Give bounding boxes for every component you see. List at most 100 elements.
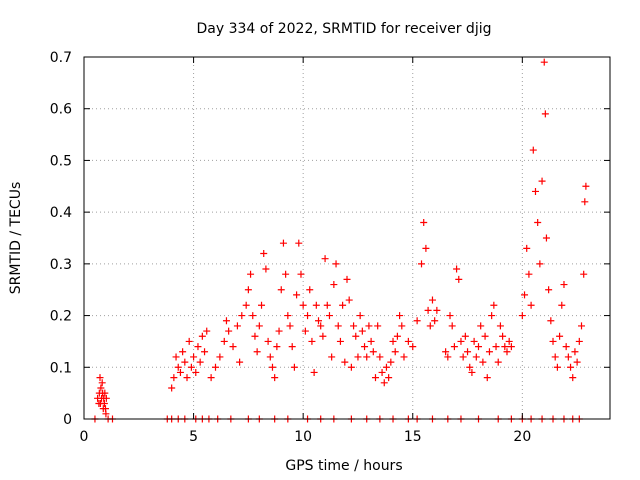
data-point bbox=[483, 374, 491, 382]
data-point bbox=[323, 301, 331, 309]
data-point bbox=[534, 218, 542, 226]
data-point bbox=[477, 322, 485, 330]
data-point bbox=[358, 327, 366, 335]
chart-title: Day 334 of 2022, SRMTID for receiver dji… bbox=[197, 21, 492, 37]
data-point bbox=[562, 343, 570, 351]
data-point bbox=[391, 348, 399, 356]
x-axis-label: GPS time / hours bbox=[285, 458, 402, 474]
data-point bbox=[580, 270, 588, 278]
data-point bbox=[179, 348, 187, 356]
data-point bbox=[582, 182, 590, 190]
data-point bbox=[382, 363, 390, 371]
data-point bbox=[332, 260, 340, 268]
data-point bbox=[102, 410, 110, 418]
data-point bbox=[220, 337, 228, 345]
data-point bbox=[472, 353, 480, 361]
data-point bbox=[284, 312, 292, 320]
data-point bbox=[468, 368, 476, 376]
data-point bbox=[371, 374, 379, 382]
data-point bbox=[319, 332, 327, 340]
data-point bbox=[321, 255, 329, 263]
data-point bbox=[499, 332, 507, 340]
data-point bbox=[409, 343, 417, 351]
data-point bbox=[181, 358, 189, 366]
data-point bbox=[431, 317, 439, 325]
data-point bbox=[297, 270, 305, 278]
data-point bbox=[264, 337, 272, 345]
data-point bbox=[183, 374, 191, 382]
data-point bbox=[174, 363, 182, 371]
data-point bbox=[308, 337, 316, 345]
data-point bbox=[542, 234, 550, 242]
data-point bbox=[347, 363, 355, 371]
data-point bbox=[233, 322, 241, 330]
data-point bbox=[203, 327, 211, 335]
data-point bbox=[293, 291, 301, 299]
y-tick-label: 0.4 bbox=[50, 205, 72, 221]
data-point bbox=[299, 301, 307, 309]
data-point bbox=[518, 312, 526, 320]
data-point bbox=[404, 337, 412, 345]
data-point bbox=[488, 312, 496, 320]
data-point bbox=[507, 343, 515, 351]
data-point bbox=[424, 306, 432, 314]
data-point bbox=[448, 322, 456, 330]
data-point bbox=[100, 399, 108, 407]
data-point bbox=[575, 337, 583, 345]
data-point bbox=[420, 218, 428, 226]
data-point bbox=[541, 110, 549, 118]
data-point bbox=[536, 260, 544, 268]
data-point bbox=[286, 322, 294, 330]
y-tick-label: 0.1 bbox=[50, 360, 72, 376]
data-point bbox=[479, 358, 487, 366]
data-point bbox=[453, 265, 461, 273]
data-point bbox=[185, 337, 193, 345]
data-point bbox=[238, 312, 246, 320]
data-point bbox=[247, 270, 255, 278]
grid bbox=[84, 57, 610, 419]
data-point bbox=[168, 384, 176, 392]
data-point bbox=[503, 348, 511, 356]
data-point bbox=[229, 343, 237, 351]
data-point bbox=[343, 275, 351, 283]
data-point bbox=[216, 353, 224, 361]
data-point bbox=[464, 348, 472, 356]
y-tick-label: 0.3 bbox=[50, 257, 72, 273]
data-point bbox=[96, 374, 104, 382]
y-axis-label: SRMTID / TECUs bbox=[8, 182, 24, 295]
data-point bbox=[422, 244, 430, 252]
y-tick-label: 0.2 bbox=[50, 309, 72, 325]
data-point bbox=[545, 286, 553, 294]
data-point bbox=[354, 353, 362, 361]
data-point bbox=[273, 343, 281, 351]
data-point bbox=[521, 291, 529, 299]
x-tick-label: 10 bbox=[294, 429, 312, 445]
data-point bbox=[266, 353, 274, 361]
data-point bbox=[374, 322, 382, 330]
data-point bbox=[212, 363, 219, 371]
data-point bbox=[492, 343, 500, 351]
data-point bbox=[485, 348, 493, 356]
data-point bbox=[242, 301, 250, 309]
data-point bbox=[345, 296, 353, 304]
data-point bbox=[581, 198, 589, 206]
data-point bbox=[450, 343, 458, 351]
data-point bbox=[244, 286, 252, 294]
data-point bbox=[222, 317, 230, 325]
data-point bbox=[461, 332, 469, 340]
data-point bbox=[564, 353, 572, 361]
y-tick-label: 0.7 bbox=[50, 50, 72, 66]
data-point bbox=[367, 337, 375, 345]
data-point bbox=[380, 379, 388, 387]
data-point bbox=[98, 379, 106, 387]
x-tick-label: 20 bbox=[513, 429, 531, 445]
data-point bbox=[249, 312, 257, 320]
data-point bbox=[170, 374, 178, 382]
data-point bbox=[282, 270, 290, 278]
data-point bbox=[531, 187, 539, 195]
data-point bbox=[295, 239, 303, 247]
data-point bbox=[225, 327, 233, 335]
data-point bbox=[481, 332, 489, 340]
data-point bbox=[567, 363, 575, 371]
